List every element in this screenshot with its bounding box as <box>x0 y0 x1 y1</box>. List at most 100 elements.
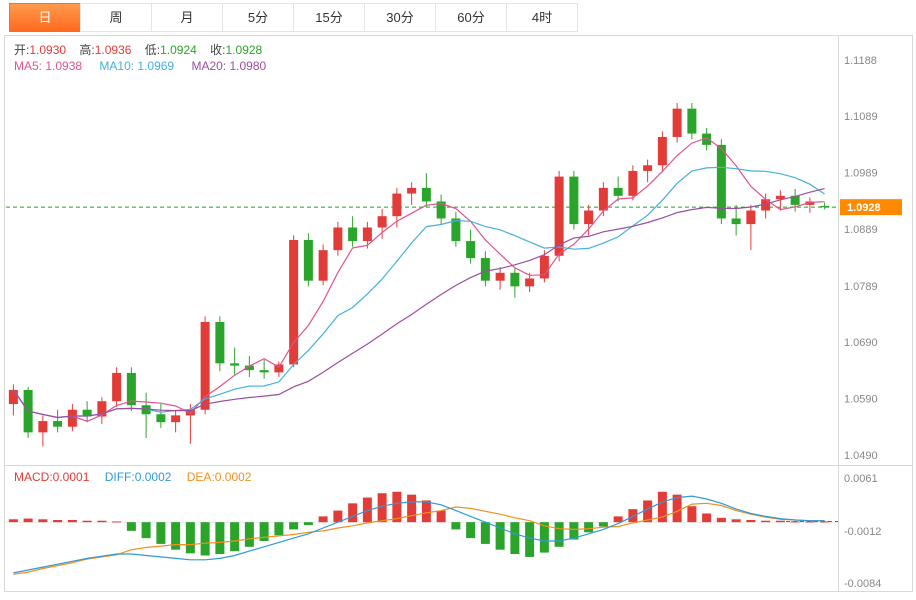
tab-weekly[interactable]: 周 <box>80 3 152 32</box>
ma5-legend-value: MA5: 1.0938 <box>14 59 83 73</box>
candle-body <box>746 210 756 225</box>
candle-body <box>421 187 431 202</box>
candle-body <box>539 255 549 279</box>
tab-4hour[interactable]: 4时 <box>506 3 578 32</box>
macd-hist-bar <box>303 522 313 526</box>
candle-body <box>436 201 446 219</box>
candle-body <box>82 409 92 417</box>
candle-body <box>775 195 785 200</box>
candle-body <box>451 218 461 242</box>
candle-body <box>613 187 623 196</box>
macd-hist-bar <box>200 522 210 556</box>
candle-body <box>244 365 254 371</box>
y-axis-label: 1.0889 <box>844 224 878 236</box>
macd-hist-bar <box>348 503 358 523</box>
macd-hist-bar <box>185 522 195 554</box>
ma10-legend-value: MA10: 1.0969 <box>99 59 175 73</box>
y-axis-label: 1.0490 <box>844 450 878 462</box>
macd-hist-bar <box>112 521 122 523</box>
ma-legend: MA5: 1.0938 MA10: 1.0969 MA20: 1.0980 <box>14 59 280 73</box>
tab-30min[interactable]: 30分 <box>364 3 436 32</box>
tab-daily[interactable]: 日 <box>9 3 81 32</box>
macd-legend-value: MACD:0.0001 <box>14 470 90 484</box>
macd-hist-bar <box>643 500 653 523</box>
macd-hist-bar <box>716 517 726 523</box>
open-value: 1.0930 <box>29 43 67 57</box>
candle-body <box>628 170 638 196</box>
candle-body <box>333 227 343 251</box>
macd-hist-bar <box>333 510 343 523</box>
open-label: 开: <box>14 43 30 57</box>
macd-hist-bar <box>672 494 682 523</box>
candle-body <box>53 421 63 427</box>
macd-hist-bar <box>38 519 48 523</box>
tab-monthly[interactable]: 月 <box>151 3 223 32</box>
candle-body <box>318 250 328 281</box>
ohlc-low: 低:1.0924 <box>145 43 197 57</box>
ohlc-open: 开:1.0930 <box>14 43 66 57</box>
y-axis-label: 1.0989 <box>844 168 878 180</box>
candle-body <box>259 370 269 373</box>
tab-60min[interactable]: 60分 <box>435 3 507 32</box>
current-price-tag-label: 1.0928 <box>847 202 881 214</box>
candle-body <box>126 372 136 406</box>
candle-body <box>687 108 697 134</box>
timeframe-tabbar: 日 周 月 5分 15分 30分 60分 4时 <box>9 3 578 32</box>
macd-hist-bar <box>702 513 712 523</box>
macd-hist-bar <box>97 520 107 523</box>
candle-body <box>274 364 284 373</box>
macd-hist-bar <box>584 522 594 533</box>
candle-body <box>554 176 564 256</box>
macd-hist-bar <box>554 522 564 547</box>
candle-body <box>362 227 372 242</box>
candle-body <box>731 218 741 225</box>
current-price-tag <box>840 199 902 216</box>
macd-hist-bar <box>613 516 623 523</box>
macd-hist-bar <box>53 520 63 523</box>
candle-body <box>407 187 417 194</box>
macd-axis-label: -0.0012 <box>844 526 881 538</box>
candle-body <box>67 409 77 427</box>
macd-hist-bar <box>687 506 697 523</box>
tab-15min[interactable]: 15分 <box>293 3 365 32</box>
low-value: 1.0924 <box>160 43 197 57</box>
y-axis-label: 1.0590 <box>844 393 878 405</box>
candle-body <box>790 195 800 205</box>
macd-hist-bar <box>775 520 785 523</box>
diff-legend-value: DIFF:0.0002 <box>104 470 172 484</box>
y-axis-label: 1.1188 <box>844 55 877 67</box>
macd-hist-bar <box>598 522 608 527</box>
macd-hist-bar <box>362 497 372 523</box>
candle-body <box>525 278 535 287</box>
close-label: 收: <box>210 43 226 57</box>
macd-legend: MACD:0.0001 DIFF:0.0002 DEA:0.0002 <box>14 470 263 484</box>
candle-body <box>38 421 48 433</box>
macd-hist-bar <box>126 522 136 531</box>
macd-hist-bar <box>230 522 240 552</box>
candle-body <box>672 108 682 137</box>
candle-body <box>156 414 166 423</box>
candle-body <box>303 239 313 281</box>
macd-hist-bar <box>171 522 181 550</box>
macd-hist-bar <box>289 522 299 530</box>
y-axis-label: 1.1089 <box>844 111 878 123</box>
candle-body <box>761 199 771 211</box>
candle-body <box>657 136 667 166</box>
macd-hist-bar <box>244 522 254 547</box>
macd-hist-bar <box>466 522 476 539</box>
tab-5min[interactable]: 5分 <box>222 3 294 32</box>
macd-hist-bar <box>628 509 638 523</box>
candle-body <box>348 227 358 242</box>
candle-body <box>480 258 490 281</box>
macd-hist-bar <box>392 491 402 523</box>
macd-hist-bar <box>23 518 33 523</box>
macd-hist-bar <box>259 522 269 541</box>
candle-body <box>702 133 712 145</box>
ma20-legend-value: MA20: 1.0980 <box>191 59 267 73</box>
candle-body <box>230 363 240 366</box>
macd-hist-bar <box>67 520 77 523</box>
ohlc-legend: 开:1.0930 高:1.0936 低:1.0924 收:1.0928 <box>14 41 272 58</box>
candlestick-chart[interactable]: 1.1188 1.1089 1.0989 1.0889 1.0789 1.0690 1.05… <box>0 35 916 600</box>
chart-border <box>4 35 913 592</box>
macd-hist-bar <box>436 510 446 523</box>
